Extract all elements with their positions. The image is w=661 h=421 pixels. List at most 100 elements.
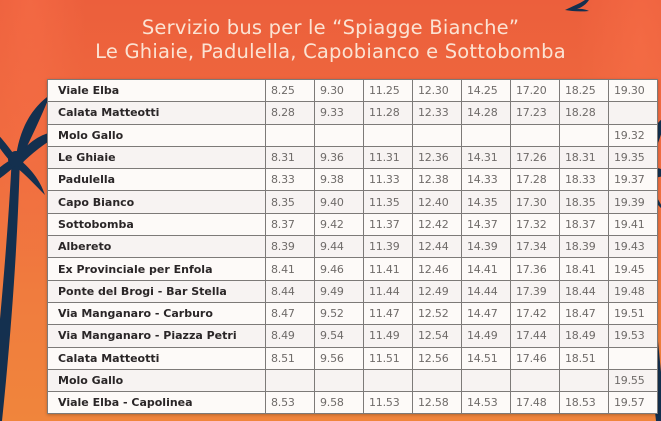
departure-time: 12.36 xyxy=(412,145,462,170)
departure-time: 19.45 xyxy=(608,257,658,281)
departure-time: 9.52 xyxy=(314,301,364,326)
departure-time xyxy=(461,123,511,147)
departure-time xyxy=(510,123,560,147)
stop-name: Calata Matteotti xyxy=(47,101,266,125)
departure-time: 8.37 xyxy=(265,212,315,237)
timetable-row: Via Manganaro - Piazza Petri 8.49 9.54 11.4… xyxy=(47,324,658,348)
departure-time xyxy=(314,123,364,147)
departure-time: 8.44 xyxy=(265,279,315,303)
departure-time: 8.51 xyxy=(265,346,315,370)
departure-time: 8.28 xyxy=(265,101,315,125)
departure-time: 9.56 xyxy=(314,346,364,370)
departure-time: 8.49 xyxy=(265,324,315,348)
departure-time: 11.39 xyxy=(363,235,413,259)
departure-time xyxy=(608,346,658,370)
departure-time: 18.51 xyxy=(559,346,609,370)
title-line-1: Servizio bus per le “Spiagge Bianche” xyxy=(141,16,520,39)
departure-time: 19.41 xyxy=(608,212,658,237)
departure-time: 12.49 xyxy=(412,279,462,303)
stop-name: Capo Bianco xyxy=(47,190,266,214)
departure-time: 9.42 xyxy=(314,212,364,237)
departure-time: 14.28 xyxy=(461,101,511,125)
departure-time: 14.44 xyxy=(461,279,511,303)
departure-time: 11.53 xyxy=(363,391,413,415)
departure-time: 18.28 xyxy=(559,101,609,125)
stop-name: Ponte del Brogi - Bar Stella xyxy=(47,279,266,303)
departure-time: 8.31 xyxy=(265,145,315,170)
departure-time: 17.23 xyxy=(510,101,560,125)
departure-time: 19.51 xyxy=(608,301,658,326)
timetable-row: Viale Elba - Capolinea 8.53 9.58 11.53 12.58… xyxy=(47,391,658,415)
timetable-row: Molo Gallo 19.32 xyxy=(47,123,658,147)
stop-name: Via Manganaro - Piazza Petri xyxy=(47,324,266,348)
departure-time: 17.28 xyxy=(510,168,560,192)
departure-time: 14.51 xyxy=(461,346,511,370)
departure-time: 8.47 xyxy=(265,301,315,326)
departure-time xyxy=(363,123,413,147)
departure-time: 14.25 xyxy=(461,78,511,103)
stop-name: Le Ghiaie xyxy=(47,145,266,170)
departure-time xyxy=(559,123,609,147)
departure-time: 18.25 xyxy=(559,78,609,103)
departure-time: 8.33 xyxy=(265,168,315,192)
departure-time xyxy=(265,123,315,147)
departure-time: 11.37 xyxy=(363,212,413,237)
departure-time: 12.46 xyxy=(412,257,462,281)
departure-time xyxy=(412,368,462,393)
departure-time: 9.46 xyxy=(314,257,364,281)
departure-time xyxy=(412,123,462,147)
departure-time: 17.42 xyxy=(510,301,560,326)
departure-time: 8.25 xyxy=(265,78,315,103)
departure-time: 11.49 xyxy=(363,324,413,348)
departure-time: 14.31 xyxy=(461,145,511,170)
departure-time xyxy=(265,368,315,393)
departure-time: 9.58 xyxy=(314,391,364,415)
departure-time: 19.43 xyxy=(608,235,658,259)
departure-time: 14.39 xyxy=(461,235,511,259)
departure-time: 19.55 xyxy=(608,368,658,393)
departure-time: 18.31 xyxy=(559,145,609,170)
stop-name: Ex Provinciale per Enfola xyxy=(47,257,266,281)
departure-time: 18.33 xyxy=(559,168,609,192)
departure-time: 12.52 xyxy=(412,301,462,326)
departure-time: 14.53 xyxy=(461,391,511,415)
departure-time xyxy=(314,368,364,393)
departure-time: 8.39 xyxy=(265,235,315,259)
departure-time: 17.30 xyxy=(510,190,560,214)
departure-time: 19.39 xyxy=(608,190,658,214)
departure-time: 14.37 xyxy=(461,212,511,237)
stop-name: Padulella xyxy=(47,168,266,192)
departure-time: 11.31 xyxy=(363,145,413,170)
departure-time: 11.33 xyxy=(363,168,413,192)
departure-time: 17.32 xyxy=(510,212,560,237)
departure-time: 9.44 xyxy=(314,235,364,259)
departure-time: 12.30 xyxy=(412,78,462,103)
departure-time: 19.32 xyxy=(608,123,658,147)
bird-icon xyxy=(565,0,589,12)
departure-time: 9.40 xyxy=(314,190,364,214)
timetable-row: Ex Provinciale per Enfola 8.41 9.46 11.41 12… xyxy=(47,257,658,281)
departure-time: 11.44 xyxy=(363,279,413,303)
departure-time: 19.37 xyxy=(608,168,658,192)
departure-time: 18.47 xyxy=(559,301,609,326)
departure-time: 18.53 xyxy=(559,391,609,415)
stop-name: Molo Gallo xyxy=(47,123,266,147)
departure-time: 12.54 xyxy=(412,324,462,348)
departure-time: 9.38 xyxy=(314,168,364,192)
departure-time: 18.37 xyxy=(559,212,609,237)
departure-time: 14.35 xyxy=(461,190,511,214)
departure-time: 12.42 xyxy=(412,212,462,237)
departure-time: 11.51 xyxy=(363,346,413,370)
departure-time: 11.47 xyxy=(363,301,413,326)
stop-name: Viale Elba xyxy=(47,78,266,103)
departure-time: 11.25 xyxy=(363,78,413,103)
departure-time: 14.49 xyxy=(461,324,511,348)
departure-time: 11.41 xyxy=(363,257,413,281)
departure-time: 18.49 xyxy=(559,324,609,348)
timetable-row: Via Manganaro - Carburo 8.47 9.52 11.47 12.5… xyxy=(47,301,658,326)
departure-time: 8.35 xyxy=(265,190,315,214)
departure-time: 14.47 xyxy=(461,301,511,326)
bus-timetable: Viale Elba 8.25 9.30 11.25 12.30 14.25 17.20 18… xyxy=(47,78,658,415)
timetable-row: Viale Elba 8.25 9.30 11.25 12.30 14.25 17.20 18… xyxy=(47,78,658,103)
departure-time: 12.44 xyxy=(412,235,462,259)
